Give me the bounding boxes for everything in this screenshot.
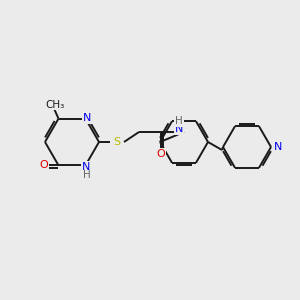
Text: CH₃: CH₃: [45, 100, 64, 110]
Text: H: H: [82, 170, 90, 180]
Text: O: O: [39, 160, 48, 170]
Text: N: N: [175, 124, 183, 134]
Text: S: S: [113, 137, 121, 147]
Text: N: N: [83, 112, 92, 123]
Text: O: O: [157, 149, 165, 159]
Text: H: H: [175, 116, 183, 126]
Text: N: N: [274, 142, 282, 152]
Text: N: N: [82, 162, 91, 172]
